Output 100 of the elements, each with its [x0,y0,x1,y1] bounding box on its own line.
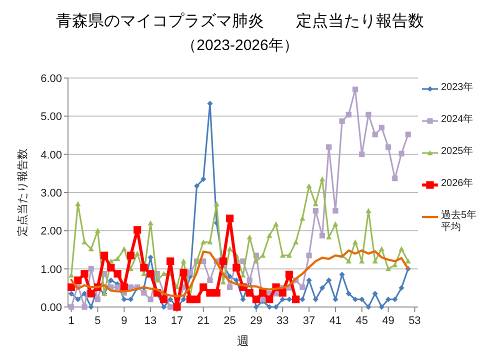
point [212,289,220,297]
point [385,144,392,150]
x-tick-label: 13 [144,315,157,327]
x-tick-label: 9 [121,315,128,327]
point [366,112,372,118]
point [366,208,372,214]
point [180,296,186,302]
point [194,183,200,189]
point [82,304,88,310]
point [146,270,154,278]
point [166,257,174,265]
point [207,239,213,244]
point [226,246,233,252]
point [385,266,392,272]
y-tick-label: 0.00 [40,302,62,314]
point [234,277,240,284]
point [74,276,82,284]
legend-label: 過去5年平均 [441,210,478,234]
point [75,296,81,302]
point [312,208,318,214]
point [273,221,279,226]
x-tick-label: 37 [302,315,316,327]
point [168,304,174,310]
point [121,296,127,302]
x-tick-label: 33 [276,315,289,327]
point [266,304,272,310]
point [319,176,326,182]
point [300,216,306,221]
point [114,256,120,262]
y-tick-label: 2.00 [40,226,62,238]
point [141,290,147,296]
point [226,284,233,290]
point [352,86,358,92]
point [114,284,120,290]
point [278,289,286,297]
point [232,264,240,272]
y-tick-label: 3.00 [40,188,62,200]
point [286,252,292,258]
point [346,290,352,296]
point [180,268,188,276]
point [266,232,272,238]
point [306,183,312,188]
point [246,289,254,297]
y-tick-label: 1.00 [40,264,62,276]
point [392,296,398,302]
point [253,258,260,264]
point [392,262,398,268]
point [326,144,332,150]
point [405,132,411,138]
point [266,296,274,304]
x-tick-label: 21 [197,315,210,327]
point [300,296,306,302]
x-tick-label: 1 [68,315,74,327]
point [192,296,201,304]
point [378,124,384,130]
x-tick-label: 41 [329,315,342,327]
point [300,284,306,290]
point [226,214,234,222]
point [207,277,213,284]
point [94,228,101,233]
point [160,304,167,310]
point [207,100,213,106]
point [148,296,154,302]
point [134,250,140,256]
point [87,290,95,298]
point [68,283,76,291]
x-tick-label: 49 [382,315,394,327]
point [80,270,88,278]
x-tick-label: 29 [250,315,262,327]
chart-title: 青森県のマイコプラズマ肺炎 定点当たり報告数 [56,12,424,30]
point [319,285,326,291]
point [68,290,74,296]
x-tick-label: 45 [356,315,368,327]
point [306,252,312,258]
point [346,112,352,118]
point [68,304,74,310]
point [253,304,260,310]
point [88,266,94,272]
point [312,296,318,302]
point [366,304,372,310]
point [160,296,168,304]
x-tick-label: 53 [408,315,421,327]
point [200,176,206,182]
point [285,270,294,278]
point [280,252,286,258]
point [121,246,127,252]
point [168,296,174,302]
point [134,226,142,234]
point [252,296,260,304]
legend-label: 2023年 [441,82,474,94]
point [405,258,411,264]
point [319,232,326,238]
point [359,152,365,158]
point [126,252,135,260]
point [180,258,186,264]
x-tick-label: 25 [224,315,236,327]
point [398,150,404,156]
y-axis-title: 定点当たり報告数 [16,148,29,236]
point [372,290,378,296]
legend-label: 2026年 [441,178,474,190]
